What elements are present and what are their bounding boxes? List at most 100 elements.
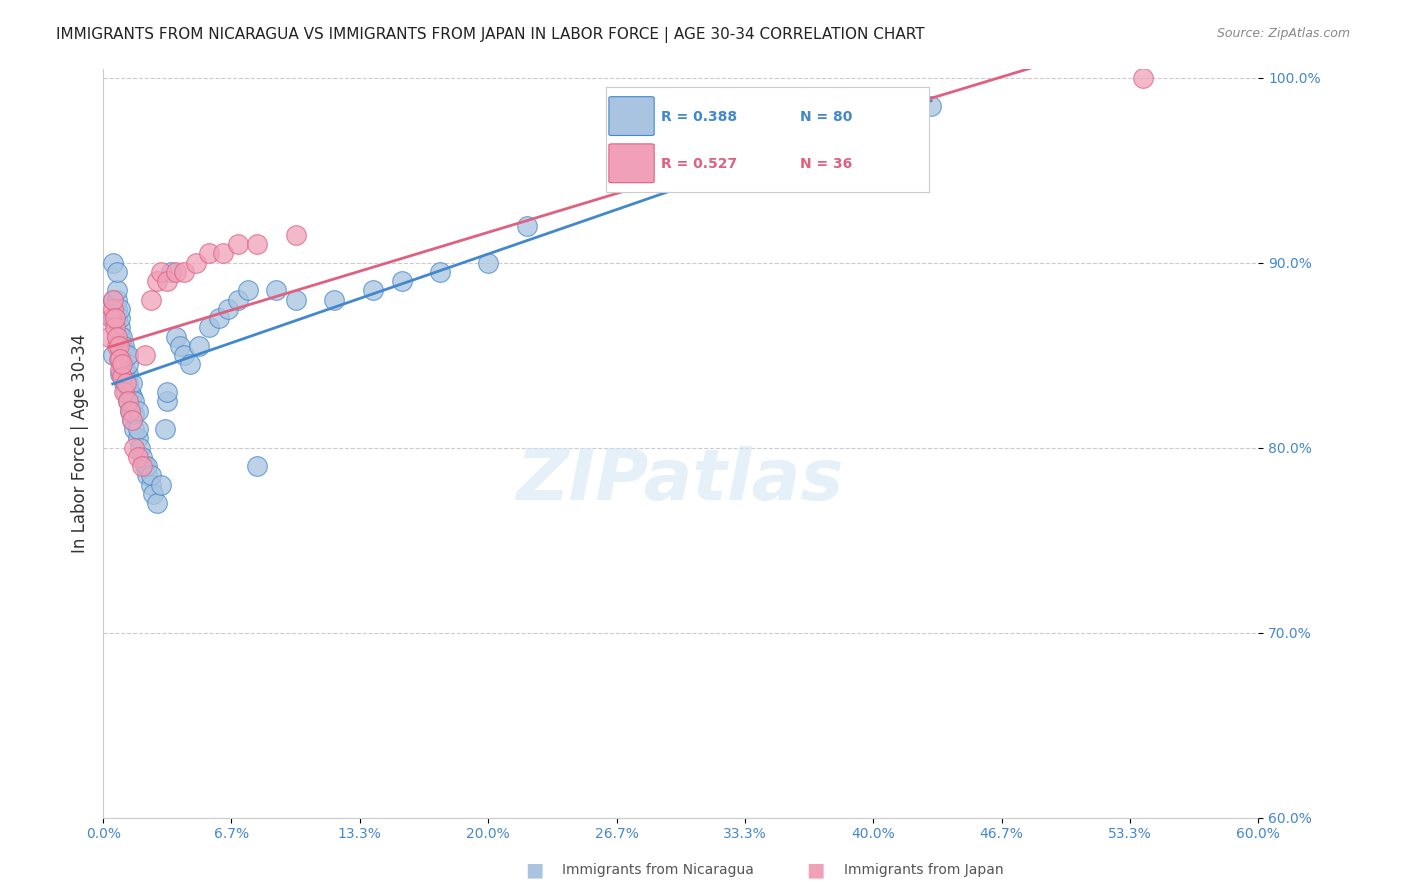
- Point: [153, 422, 176, 436]
- Point: [208, 311, 231, 326]
- Point: [179, 358, 201, 372]
- Point: [156, 394, 179, 409]
- Point: [516, 219, 538, 233]
- Point: [128, 441, 150, 455]
- Point: [110, 363, 132, 377]
- Point: [146, 496, 169, 510]
- Point: [121, 403, 143, 417]
- Point: [101, 293, 124, 307]
- Point: [115, 348, 138, 362]
- Point: [100, 311, 122, 326]
- Point: [709, 145, 731, 159]
- Point: [107, 351, 129, 366]
- Point: [112, 385, 135, 400]
- Point: [105, 329, 128, 343]
- Point: [117, 348, 139, 362]
- Point: [127, 403, 149, 417]
- Point: [110, 367, 132, 381]
- Point: [127, 422, 149, 436]
- Point: [184, 256, 207, 270]
- Point: [120, 403, 142, 417]
- Point: [766, 126, 789, 140]
- Point: [110, 320, 132, 334]
- Point: [105, 329, 128, 343]
- Point: [107, 339, 129, 353]
- Point: [146, 274, 169, 288]
- Point: [246, 459, 269, 474]
- Point: [236, 284, 259, 298]
- Point: [120, 403, 142, 417]
- Point: [105, 301, 128, 316]
- Point: [117, 367, 139, 381]
- Point: [122, 422, 145, 436]
- Point: [104, 320, 127, 334]
- Point: [141, 468, 163, 483]
- Text: IMMIGRANTS FROM NICARAGUA VS IMMIGRANTS FROM JAPAN IN LABOR FORCE | AGE 30-34 CO: IMMIGRANTS FROM NICARAGUA VS IMMIGRANTS …: [56, 27, 925, 43]
- Text: ZIPatlas: ZIPatlas: [517, 446, 845, 515]
- Point: [110, 301, 132, 316]
- Point: [101, 348, 124, 362]
- Point: [112, 358, 135, 372]
- Point: [112, 376, 135, 390]
- Point: [131, 459, 153, 474]
- Point: [217, 301, 239, 316]
- Point: [111, 329, 134, 343]
- Point: [284, 227, 307, 242]
- Point: [323, 293, 346, 307]
- Point: [149, 477, 172, 491]
- Point: [105, 265, 128, 279]
- Point: [127, 450, 149, 464]
- Point: [105, 293, 128, 307]
- Point: [165, 265, 187, 279]
- Point: [117, 358, 139, 372]
- Point: [97, 329, 120, 343]
- Point: [266, 284, 288, 298]
- Point: [117, 394, 139, 409]
- Point: [211, 246, 233, 260]
- Point: [115, 385, 138, 400]
- Point: [173, 348, 195, 362]
- Text: ■: ■: [806, 860, 825, 880]
- Point: [111, 358, 134, 372]
- Point: [127, 432, 149, 446]
- Point: [111, 339, 134, 353]
- Point: [112, 339, 135, 353]
- Point: [159, 265, 181, 279]
- Point: [110, 329, 132, 343]
- Point: [121, 376, 143, 390]
- Point: [136, 459, 159, 474]
- Point: [226, 293, 249, 307]
- Point: [920, 98, 942, 112]
- Point: [105, 311, 128, 326]
- Point: [115, 367, 138, 381]
- Text: Immigrants from Nicaragua: Immigrants from Nicaragua: [562, 863, 754, 877]
- Point: [122, 441, 145, 455]
- Point: [101, 311, 124, 326]
- Point: [104, 311, 127, 326]
- Point: [246, 237, 269, 252]
- Point: [169, 339, 191, 353]
- Point: [156, 385, 179, 400]
- Point: [122, 408, 145, 422]
- Point: [149, 265, 172, 279]
- Point: [117, 376, 139, 390]
- Point: [156, 274, 179, 288]
- Point: [105, 339, 128, 353]
- Point: [391, 274, 413, 288]
- Point: [111, 358, 134, 372]
- Text: Immigrants from Japan: Immigrants from Japan: [844, 863, 1004, 877]
- Y-axis label: In Labor Force | Age 30-34: In Labor Force | Age 30-34: [72, 334, 89, 553]
- Point: [477, 256, 499, 270]
- Text: Source: ZipAtlas.com: Source: ZipAtlas.com: [1216, 27, 1350, 40]
- Point: [136, 468, 159, 483]
- Point: [134, 348, 156, 362]
- Point: [188, 339, 211, 353]
- Point: [105, 284, 128, 298]
- Point: [121, 413, 143, 427]
- Point: [110, 311, 132, 326]
- Point: [110, 351, 132, 366]
- Point: [141, 477, 163, 491]
- Point: [142, 487, 165, 501]
- Point: [101, 293, 124, 307]
- Point: [121, 389, 143, 403]
